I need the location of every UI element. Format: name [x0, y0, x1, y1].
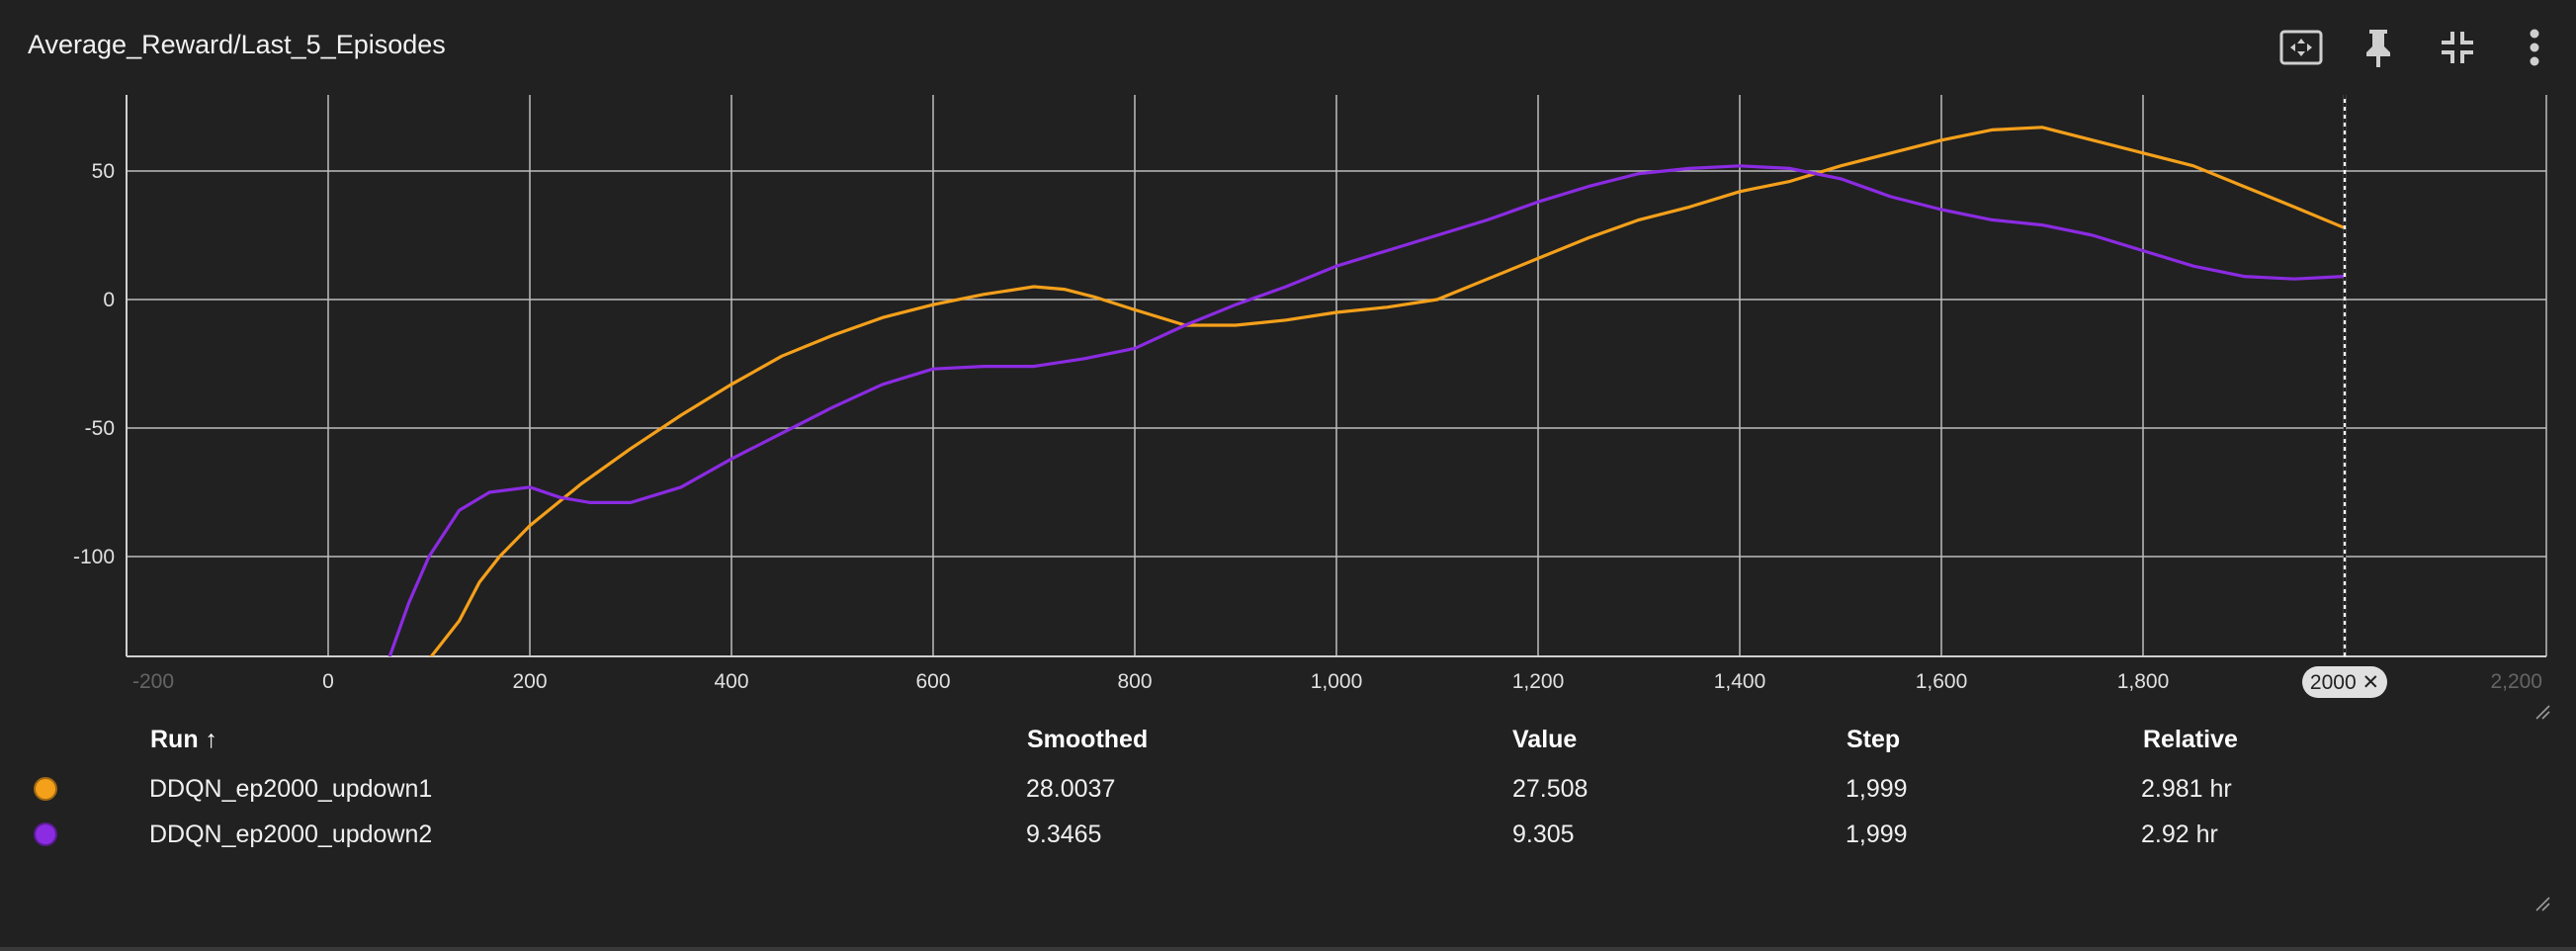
y-tick-label: 0 — [103, 289, 115, 311]
x-tick-label: 2,200 — [2490, 670, 2542, 693]
y-tick-label: -50 — [85, 417, 115, 440]
value-column-header[interactable]: Value — [1512, 726, 1578, 753]
line-chart[interactable]: 2000 ✕ 50 0 -50 -100 -200 0 200 400 600 800 1,000 1… — [0, 89, 2576, 712]
run-color-swatch[interactable] — [34, 822, 57, 846]
fit-to-data-icon — [2278, 28, 2324, 67]
step-cursor[interactable]: 2000 ✕ — [2302, 95, 2387, 698]
x-tick-label: 1,200 — [1512, 670, 1565, 693]
x-tick-label: 400 — [714, 670, 748, 693]
table-row[interactable]: DDQN_ep2000_updown2 9.3465 9.305 1,999 2… — [0, 813, 2576, 858]
value: 27.508 — [1512, 775, 1589, 803]
run-color-swatch[interactable] — [34, 777, 57, 801]
collapse-icon — [2440, 30, 2475, 65]
series-line[interactable] — [387, 164, 2345, 659]
x-tick-label: 1,000 — [1311, 670, 1363, 693]
smoothed-value: 9.3465 — [1026, 821, 1102, 848]
pin-button[interactable] — [2353, 22, 2404, 73]
relative-column-header[interactable]: Relative — [2143, 726, 2238, 753]
x-tick-label: 1,800 — [2117, 670, 2170, 693]
run-name: DDQN_ep2000_updown2 — [149, 821, 433, 848]
x-tick-label: 800 — [1117, 670, 1152, 693]
cursor-step-chip[interactable] — [2302, 666, 2387, 698]
value: 9.305 — [1512, 821, 1575, 848]
chart-series — [387, 126, 2345, 659]
table-row[interactable]: DDQN_ep2000_updown1 28.0037 27.508 1,999… — [0, 767, 2576, 813]
x-tick-label: 1,400 — [1714, 670, 1766, 693]
relative-time: 2.981 hr — [2141, 775, 2232, 803]
tick-labels: 50 0 -50 -100 -200 0 200 400 600 800 1,000 1,200 1,4… — [73, 160, 2542, 693]
cursor-step-label: 2000 ✕ — [2310, 671, 2379, 694]
y-tick-label: -100 — [73, 546, 115, 568]
smoothed-column-header[interactable]: Smoothed — [1027, 726, 1149, 753]
step-value: 1,999 — [1846, 821, 1908, 848]
run-column-header[interactable]: Run ↑ — [150, 726, 218, 753]
card-bottom-border — [0, 947, 2576, 951]
step-value: 1,999 — [1846, 775, 1908, 803]
relative-time: 2.92 hr — [2141, 821, 2218, 848]
fit-to-data-button[interactable] — [2275, 22, 2327, 73]
x-tick-label: 0 — [322, 670, 334, 693]
card-toolbar — [2260, 22, 2576, 73]
step-column-header[interactable]: Step — [1846, 726, 1901, 753]
more-options-button[interactable] — [2509, 22, 2560, 73]
run-name: DDQN_ep2000_updown1 — [149, 775, 433, 803]
x-tick-label: -200 — [132, 670, 174, 693]
chart-title: Average_Reward/Last_5_Episodes — [28, 30, 446, 59]
chart-grid — [127, 95, 2547, 656]
pin-icon — [2361, 27, 2395, 68]
y-tick-label: 50 — [92, 160, 115, 183]
smoothed-value: 28.0037 — [1026, 775, 1116, 803]
x-tick-label: 600 — [915, 670, 950, 693]
more-vert-icon — [2529, 29, 2540, 66]
x-tick-label: 200 — [512, 670, 547, 693]
chart-axes — [126, 95, 2546, 657]
x-tick-label: 1,600 — [1916, 670, 1968, 693]
collapse-button[interactable] — [2432, 22, 2483, 73]
series-line[interactable] — [429, 126, 2345, 659]
table-resize-handle-icon[interactable] — [2534, 896, 2550, 911]
chart-resize-handle-icon[interactable] — [2534, 704, 2550, 720]
